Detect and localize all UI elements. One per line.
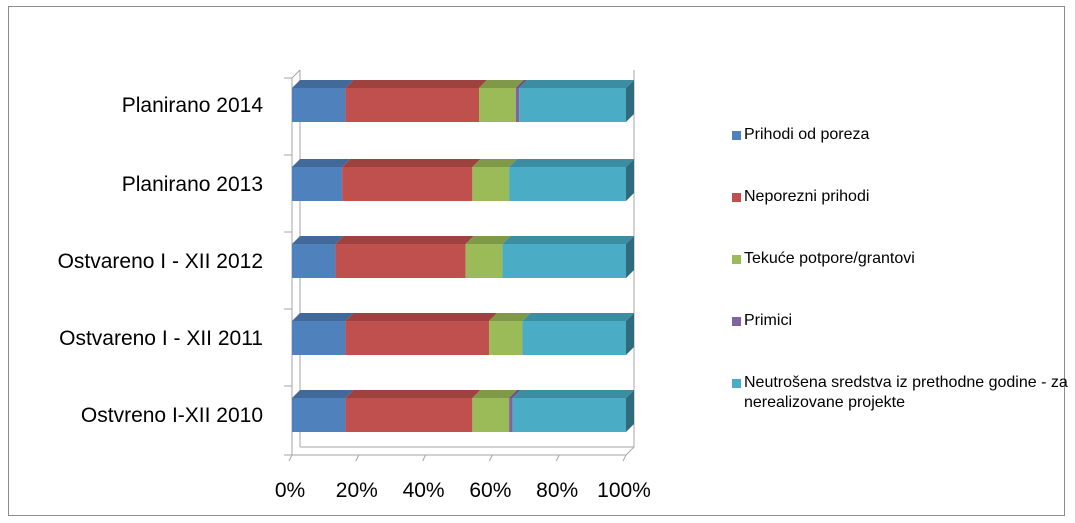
bar-segment-side <box>626 159 634 201</box>
bar-segment-top <box>502 236 634 244</box>
category-label: Ostvreno I-XII 2010 <box>81 404 263 427</box>
bar-segment-front <box>479 88 516 122</box>
bar-segment-front <box>489 321 523 355</box>
bar-segment-front <box>509 167 626 201</box>
bar-segment-top <box>292 159 351 167</box>
bar-segment-top <box>515 80 528 88</box>
bar-segment-side <box>626 236 634 278</box>
bar-segment-top <box>292 313 354 321</box>
x-tick-label: 60% <box>469 479 511 502</box>
x-tick-mark <box>555 454 560 462</box>
y-axis-top-edge <box>291 69 301 79</box>
legend-item: Prihodi od poreza <box>732 125 1069 145</box>
x-tick-mark <box>622 454 627 462</box>
x-tick-label: 100% <box>597 479 651 502</box>
legend-swatch <box>732 379 741 388</box>
bar-segment-top <box>512 390 634 398</box>
bar-segment-top <box>465 236 511 244</box>
x-tick-label: 0% <box>275 479 305 502</box>
bar-segment-front <box>292 244 336 278</box>
bar-segment-front <box>345 321 490 355</box>
bar-segment-top <box>472 159 518 167</box>
legend-swatch <box>732 193 741 202</box>
bar-segment-front <box>335 244 466 278</box>
bar-segment-top <box>345 80 488 88</box>
bar-segment-front <box>342 167 473 201</box>
bar-segment-top <box>479 80 524 88</box>
category-label: Planirano 2013 <box>122 173 263 196</box>
chart-frame: 0% 20% 40% 60% 80% 100% Ostvreno I-XII 2010 Ost… <box>8 6 1068 516</box>
bar-segment-top <box>489 313 531 321</box>
bars-layer <box>292 80 634 432</box>
legend-item: Primici <box>732 311 1069 331</box>
legend-swatch <box>732 131 741 140</box>
bar-segment-top <box>342 159 481 167</box>
legend-swatch <box>732 255 741 264</box>
bar-segment-top <box>522 313 634 321</box>
bar-segment-front <box>515 88 520 122</box>
bar-segment-front <box>292 167 343 201</box>
x-tick-mark <box>422 454 427 462</box>
labels-layer: 0% 20% 40% 60% 80% 100% Ostvreno I-XII 2010 Ost… <box>58 94 651 502</box>
category-label: Planirano 2014 <box>122 94 264 117</box>
x-tick-label: 40% <box>403 479 445 502</box>
bar-segment-side <box>626 390 634 432</box>
bar-segment-front <box>292 88 346 122</box>
category-label: Ostvareno I - XII 2011 <box>59 327 263 350</box>
x-tick-label: 20% <box>336 479 378 502</box>
legend-label: Primici <box>744 312 792 329</box>
bar-segment-top <box>292 236 344 244</box>
legend-label: Tekuće potpore/grantovi <box>744 250 915 267</box>
floor-right-edge <box>625 446 635 456</box>
x-tick-mark <box>355 454 360 462</box>
bar-segment-top <box>335 236 474 244</box>
legend-swatch <box>732 317 741 326</box>
bar-segment-front <box>512 398 626 432</box>
bar-segment-front <box>509 398 513 432</box>
bar-segment-side <box>626 313 634 355</box>
bar-segment-top <box>292 80 354 88</box>
legend-item: Neutrošena sredstva iz prethodne godine … <box>732 373 1069 413</box>
bar-segment-front <box>292 321 346 355</box>
legend-label: Prihodi od poreza <box>744 126 870 143</box>
bar-segment-front <box>465 244 503 278</box>
bar-segment-side <box>626 80 634 122</box>
x-tick-mark <box>488 454 493 462</box>
x-tick-mark <box>288 454 293 462</box>
x-tick-label: 80% <box>536 479 578 502</box>
bar-segment-top <box>519 80 634 88</box>
bar-segment-front <box>522 321 626 355</box>
legend-label: Neutrošena sredstva iz prethodne godine … <box>744 374 1068 411</box>
bar-segment-top <box>292 390 354 398</box>
bar-segment-top <box>472 390 518 398</box>
bar-segment-front <box>472 167 510 201</box>
bar-segment-top <box>509 390 521 398</box>
bar-segment-top <box>345 313 498 321</box>
bar-segment-top <box>509 159 634 167</box>
legend-item: Tekuće potpore/grantovi <box>732 249 1069 269</box>
bar-segment-front <box>345 398 473 432</box>
chart-plot: 0% 20% 40% 60% 80% 100% Ostvreno I-XII 2010 Ost… <box>58 69 651 502</box>
bar-segment-front <box>292 398 346 432</box>
bar-segment-front <box>519 88 626 122</box>
bar-segment-front <box>502 244 626 278</box>
bar-segment-front <box>472 398 510 432</box>
bar-segment-top <box>345 390 481 398</box>
category-label: Ostvareno I - XII 2012 <box>58 250 263 273</box>
bar-segment-front <box>345 88 480 122</box>
legend-item: Neporezni prihodi <box>732 187 1069 207</box>
legend-label: Neporezni prihodi <box>744 188 870 205</box>
